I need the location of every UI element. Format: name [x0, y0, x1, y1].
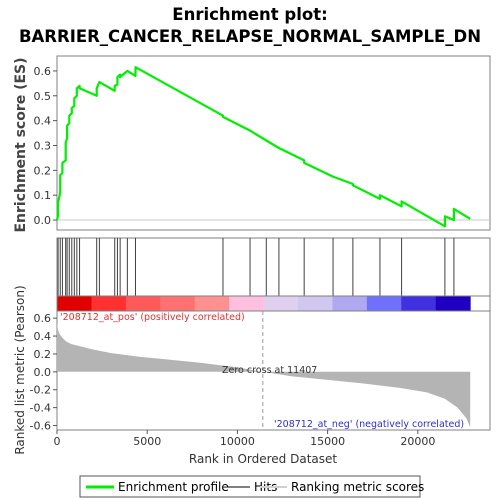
legend-label-metric: Ranking metric scores — [291, 480, 424, 494]
es-ytick-label: 0.1 — [34, 189, 52, 202]
heat-bar-segment — [195, 296, 230, 311]
legend: Enrichment profile Hits Ranking metric s… — [80, 476, 424, 497]
x-axis-label: Rank in Ordered Dataset — [189, 452, 337, 466]
heat-bar-segment — [401, 296, 436, 311]
xtick-label: 20000 — [400, 435, 435, 448]
es-plot-frame — [57, 56, 490, 230]
es-ytick-label: 0.3 — [34, 139, 52, 152]
neg-correlated-label: '208712_at_neg' (negatively correlated) — [274, 419, 464, 430]
es-ylabel: Enrichment score (ES) — [13, 57, 29, 232]
metric-ytick-label: 0.6 — [34, 312, 52, 325]
es-ytick-label: 0.4 — [34, 115, 52, 128]
es-ytick-label: 0.0 — [34, 214, 52, 227]
metric-ytick-label: 0.0 — [34, 366, 52, 379]
pos-correlated-label: '208712_at_pos' (positively correlated) — [60, 312, 245, 323]
heat-bar-segment — [332, 296, 367, 311]
xtick-label: 5000 — [133, 435, 161, 448]
metric-ytick-label: -0.2 — [30, 384, 51, 397]
hits-frame — [57, 238, 490, 296]
heat-bar-segment — [229, 296, 264, 311]
xtick-label: 10000 — [220, 435, 255, 448]
metric-ytick-label: -0.4 — [30, 402, 51, 415]
heat-bar-segment — [126, 296, 161, 311]
heat-bar-segment — [367, 296, 402, 311]
heat-bar-segment — [264, 296, 299, 311]
es-ytick-label: 0.5 — [34, 90, 52, 103]
hits-panel — [57, 238, 490, 296]
chart-title-line1: Enrichment plot: — [172, 5, 327, 24]
xtick-label: 15000 — [310, 435, 345, 448]
metric-ytick-label: -0.6 — [30, 420, 51, 433]
es-ytick-label: 0.6 — [34, 65, 52, 78]
metric-ytick-label: 0.2 — [34, 348, 52, 361]
heat-bar-segment — [160, 296, 195, 311]
xtick-label: 0 — [54, 435, 61, 448]
heat-bar-segment — [57, 296, 92, 311]
rank-heat-bar — [57, 296, 490, 311]
metric-ytick-label: 0.4 — [34, 330, 52, 343]
es-panel: 0.0 0.1 0.2 0.3 0.4 0.5 0.6 — [34, 56, 491, 230]
heat-bar-segment — [91, 296, 126, 311]
legend-label-enrichment: Enrichment profile — [118, 480, 229, 494]
metric-ylabel: Ranked list metric (Pearson) — [13, 285, 27, 454]
chart-title-line2: BARRIER_CANCER_RELAPSE_NORMAL_SAMPLE_DN — [19, 27, 481, 46]
heat-bar-segment — [436, 296, 471, 311]
heat-bar-segment — [298, 296, 333, 311]
zero-cross-label: Zero cross at 11407 — [222, 365, 317, 376]
es-ytick-label: 0.2 — [34, 164, 52, 177]
